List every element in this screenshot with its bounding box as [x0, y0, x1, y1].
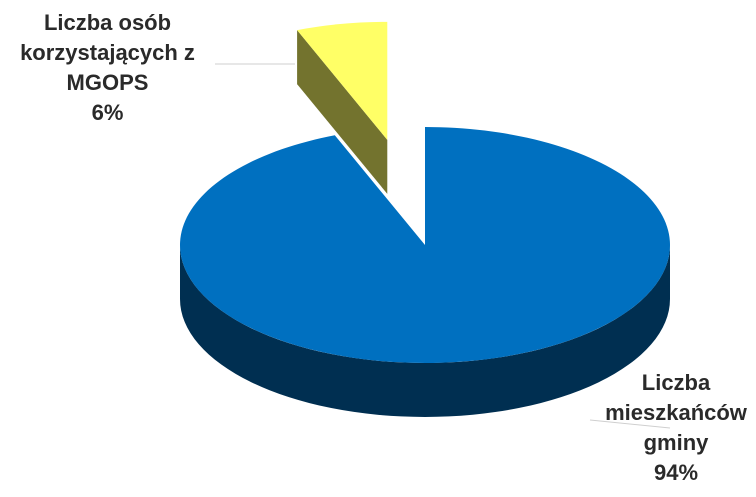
pie-slice-liczba-0 [180, 127, 671, 363]
slice-label-residents-line-3: gminy [643, 430, 709, 455]
slice-label-residents: Liczba mieszkańców gminy 94% [596, 368, 756, 488]
pie-cut-wall-liczba-os-b-1 [297, 30, 388, 194]
slice-percent-mgops: 6% [91, 100, 124, 125]
slice-label-mgops-line-2: korzystających z [20, 40, 195, 65]
slice-label-mgops: Liczba osób korzystających z MGOPS 6% [0, 8, 215, 128]
slice-label-mgops-line-1: Liczba osób [43, 10, 172, 35]
slice-label-residents-line-2: mieszkańców [605, 400, 747, 425]
slice-label-residents-line-1: Liczba [641, 370, 711, 395]
leader-line-residents [589, 419, 671, 429]
pie-side-wall-liczba-0 [180, 245, 670, 417]
slice-label-mgops-line-3: MGOPS [66, 70, 149, 95]
pie-slice-liczba-os-b-1 [297, 21, 388, 140]
slice-percent-residents: 94% [653, 460, 699, 485]
